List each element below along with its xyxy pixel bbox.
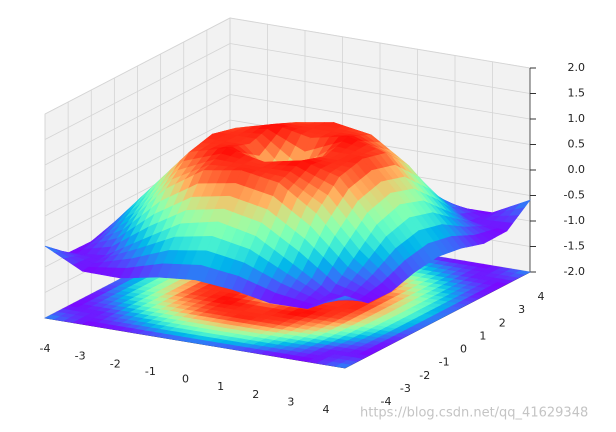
watermark: https://blog.csdn.net/qq_41629348 [360, 406, 588, 421]
y-tick-label: 4 [538, 290, 545, 303]
plot-area: -4-3-2-101234-4-3-2-101234-2.0-1.5-1.0-0… [40, 17, 586, 416]
grid-line [44, 94, 231, 191]
x-tick-label: 4 [323, 403, 330, 416]
y-tick-label: 2 [499, 316, 506, 329]
z-tick-label: 1.5 [568, 87, 586, 100]
x-tick-label: 1 [217, 380, 224, 393]
grid-line [44, 43, 231, 140]
z-tick-label: 2.0 [568, 61, 586, 74]
y-tick-label: -2 [419, 369, 430, 382]
y-tick-label: -1 [439, 356, 450, 369]
x-tick-label: -4 [40, 342, 51, 355]
x-tick-label: -2 [110, 357, 121, 370]
y-tick-label: -4 [381, 395, 392, 408]
grid-line [44, 68, 231, 166]
x-tick-label: -3 [75, 350, 86, 363]
x-tick-label: -1 [145, 365, 156, 378]
y-tick-label: 3 [518, 303, 525, 316]
y-tick-label: -3 [400, 382, 411, 395]
z-tick-label: -0.5 [564, 189, 585, 202]
z-tick-label: 0.5 [568, 138, 586, 151]
grid-line [44, 17, 231, 115]
grid-line [229, 43, 531, 94]
z-tick-label: 1.0 [568, 112, 586, 125]
grid-line [44, 119, 231, 217]
x-tick-label: 0 [182, 373, 189, 386]
z-tick-label: -1.5 [564, 240, 585, 253]
surface-cell [335, 295, 351, 300]
contour-cell [334, 363, 352, 369]
y-tick-label: 1 [479, 329, 486, 342]
z-tick-label: -1.0 [564, 214, 585, 227]
x-tick-label: 2 [252, 388, 259, 401]
grid-line [229, 68, 531, 120]
y-tick-label: 0 [460, 343, 467, 356]
z-tick-label: -2.0 [564, 265, 585, 278]
x-tick-label: 3 [287, 395, 294, 408]
z-tick-label: 0.0 [568, 163, 586, 176]
grid-line [229, 94, 531, 145]
grid-line [229, 17, 531, 69]
